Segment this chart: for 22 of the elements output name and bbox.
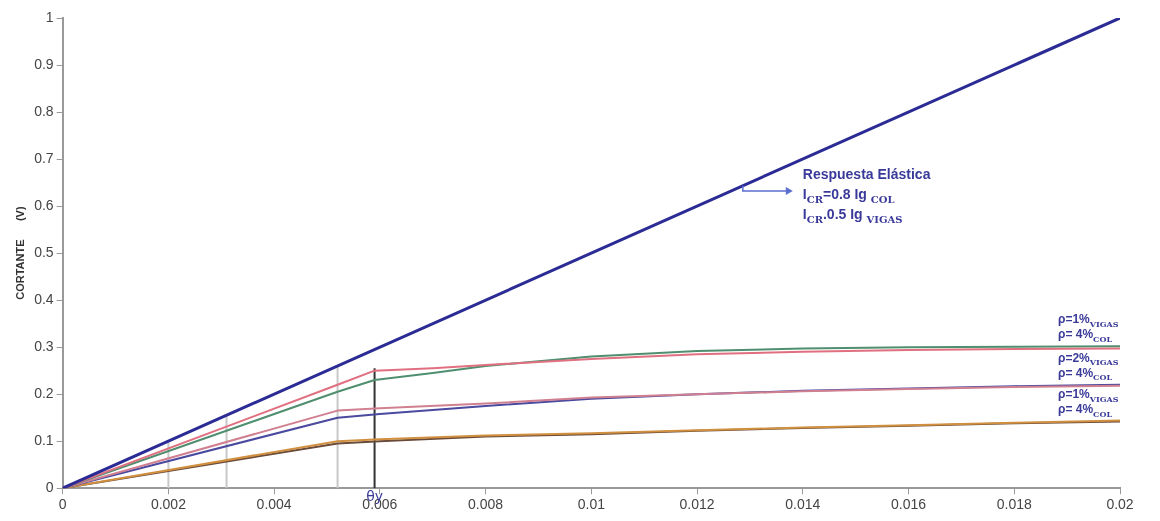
y-tick-label: 0.9 — [34, 55, 54, 72]
x-tick-label: 0.016 — [891, 496, 927, 513]
y-tick-label: 0.7 — [34, 149, 54, 166]
y-tick-label: 0.6 — [34, 196, 54, 213]
y-tick-label: 0.4 — [34, 290, 54, 307]
x-tick-label: 0.01 — [577, 496, 606, 513]
y-tick-label: 0 — [45, 479, 54, 496]
x-tick-label: 0.008 — [468, 496, 504, 513]
y-axis-title: CORTANTE (V) — [13, 206, 26, 300]
x-tick-label: 0.018 — [996, 496, 1032, 513]
x-tick-label: 0.004 — [256, 496, 292, 513]
y-tick-label: 0.2 — [34, 385, 54, 402]
x-tick-label: 0.014 — [785, 496, 821, 513]
y-tick-label: 0.3 — [34, 338, 54, 354]
x-tick-label: 0.002 — [150, 496, 187, 513]
y-tick-label: 1 — [45, 8, 54, 25]
y-tick-label: 0.1 — [34, 432, 54, 449]
y-tick-label: 0.5 — [34, 243, 54, 260]
x-tick-label: 0 — [58, 496, 67, 513]
x-tick-label: 0.012 — [679, 496, 715, 513]
y-tick-label: 0.8 — [34, 102, 54, 119]
x-tick-label: 0.02 — [1106, 496, 1134, 513]
